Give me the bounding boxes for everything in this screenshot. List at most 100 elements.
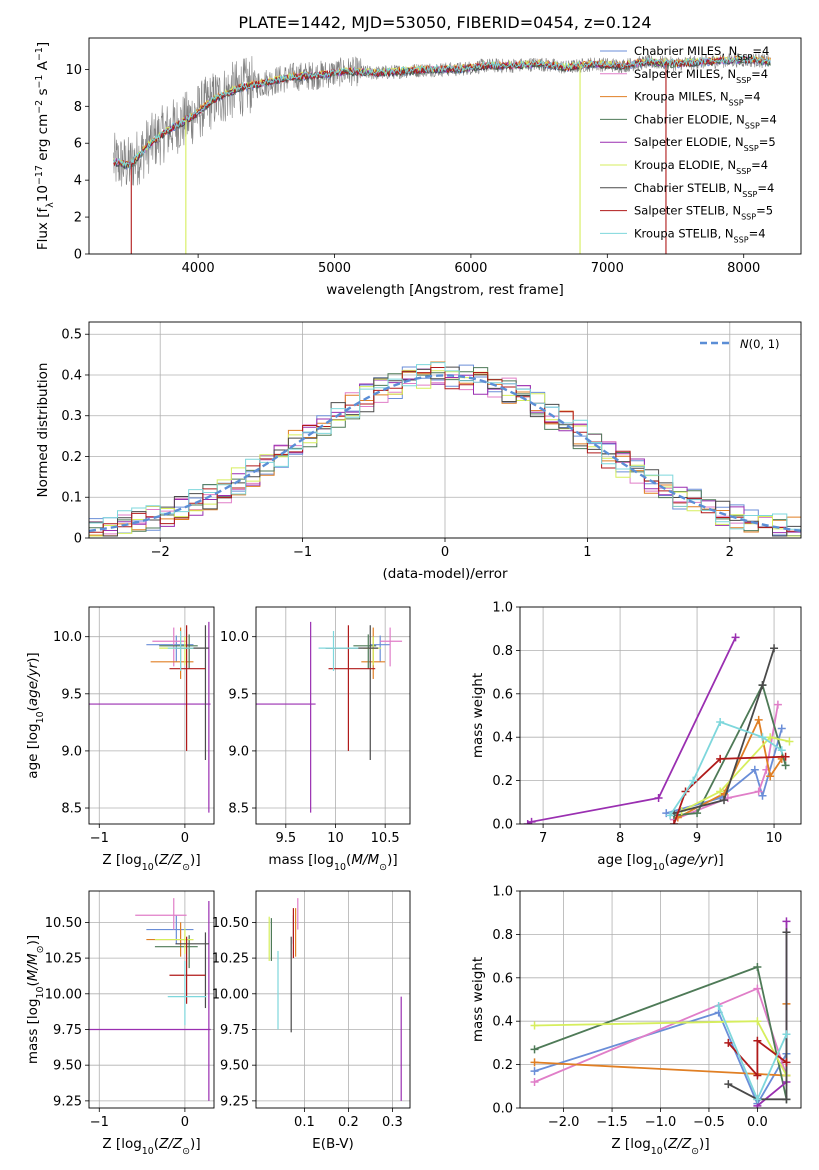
chart-mass-vs-reddening: 0.1 0.2 0.3 9.25 9.50 9.75 10.00 10.25 10.50 E(B-… — [212, 890, 411, 1152]
chart-mass-vs-metallicity: −1 0 9.25 9.50 9.75 10.00 10.25 10.50 Z [log10(Z… — [25, 890, 215, 1157]
series-marker — [781, 761, 790, 770]
histogram-salpeter-stelib — [89, 367, 801, 533]
y-axis-label: age [log10(age/yr)] — [25, 652, 46, 778]
y-tick-label: 9.5 — [228, 687, 249, 702]
series-salpeter-stelib — [669, 752, 790, 824]
series-salpeter-stelib — [724, 1036, 791, 1080]
x-axis-label: wavelength [Angstrom, rest frame] — [326, 282, 564, 298]
series-line — [681, 736, 790, 812]
y-tick-label: 8.5 — [228, 802, 249, 817]
legend-entry: Salpeter STELIB, NSSP=5 — [634, 204, 773, 222]
series-marker — [766, 772, 775, 781]
errorbar-salpeter-miles — [152, 627, 187, 667]
y-tick-label: 9.0 — [228, 744, 249, 759]
gaussian-curve — [89, 374, 801, 533]
axes-frame — [88, 321, 802, 539]
errorbar-salpeter-elodie — [256, 621, 316, 813]
y-tick-label: 0 — [74, 532, 82, 547]
series-marker — [693, 809, 702, 818]
x-tick-label: 6000 — [454, 261, 487, 276]
chart-mass-weight-vs-age: 7 8 9 10 0.0 0.2 0.4 0.6 0.8 1.0 age [log10(age/yr… — [470, 601, 802, 873]
x-tick-label: 4000 — [182, 261, 215, 276]
series-marker — [754, 787, 763, 796]
y-tick-label: 0.4 — [492, 1015, 513, 1030]
legend-entry: Kroupa STELIB, NSSP=4 — [634, 226, 766, 244]
x-tick-label: 5000 — [318, 261, 351, 276]
series-marker — [724, 1080, 733, 1089]
axes-frame — [88, 37, 802, 255]
series-marker — [669, 820, 678, 824]
x-tick-label: −1.0 — [645, 1115, 677, 1130]
x-tick-label: 8000 — [727, 261, 760, 276]
errorbar-chabrier-elodie — [154, 935, 198, 969]
y-tick-label: 10.50 — [212, 916, 249, 931]
legend-entry: Chabrier MILES, NSSP=4 — [634, 44, 769, 62]
x-tick-label: −1.5 — [596, 1115, 628, 1130]
y-tick-label: 10.0 — [53, 630, 82, 645]
x-axis-label: Z [log10(Z/Z⊙)] — [102, 852, 200, 873]
axes-frame — [88, 890, 215, 1109]
plot-area — [89, 361, 801, 537]
legend-entry: Chabrier STELIB, NSSP=4 — [634, 181, 774, 199]
series-salpeter-miles — [669, 700, 782, 824]
series-kroupa-stelib — [714, 1002, 791, 1104]
errorbar-kroupa-stelib — [318, 630, 359, 671]
errorbar-salpeter-stelib — [169, 625, 206, 751]
chart-age-vs-metallicity: −1 0 8.5 9.0 9.5 10.0 Z [log10(Z/Z⊙)] age [log1… — [25, 606, 215, 873]
legend-entry: Salpeter MILES, NSSP=4 — [634, 67, 768, 85]
x-tick-label: 7 — [539, 831, 547, 846]
y-tick-label: 0.0 — [492, 1102, 513, 1117]
y-tick-label: 0 — [74, 248, 82, 263]
series-marker — [753, 984, 762, 993]
legend-entry: Salpeter ELODIE, NSSP=5 — [634, 135, 776, 153]
errorbar-salpeter-miles — [135, 898, 187, 930]
series-marker — [666, 811, 675, 820]
x-tick-label: 10.5 — [371, 831, 400, 846]
series-salpeter-elodie — [753, 917, 791, 1108]
y-tick-label: 0.2 — [492, 1058, 513, 1073]
series-marker — [758, 681, 767, 690]
series-marker — [716, 787, 725, 796]
errorbar-kroupa-stelib — [167, 960, 207, 1026]
series-marker — [753, 962, 762, 971]
y-tick-label: 9.75 — [53, 1023, 82, 1038]
errorbar-chabrier-stelib — [175, 932, 209, 1009]
y-axis-label: mass [log10(M/M⊙)] — [25, 935, 46, 1064]
errorbar-salpeter-elodie — [89, 900, 211, 1101]
series-marker — [777, 724, 786, 733]
y-tick-label: 10.00 — [45, 987, 82, 1002]
series-marker — [530, 1021, 539, 1030]
y-tick-label: 10 — [65, 63, 82, 78]
errorbar-salpeter-miles — [380, 627, 403, 667]
y-axis-label: Normed distribution — [35, 363, 51, 498]
legend-entry: Kroupa MILES, NSSP=4 — [634, 90, 761, 108]
y-tick-label: 0.8 — [492, 644, 513, 659]
y-tick-label: 0.6 — [492, 971, 513, 986]
x-tick-label: −2 — [151, 545, 170, 560]
series-marker — [530, 1045, 539, 1054]
errorbar-salpeter-stelib — [328, 625, 376, 751]
series-salpeter-elodie — [523, 633, 740, 824]
plot-area — [256, 621, 403, 813]
axes-frame — [255, 890, 411, 1109]
series-marker — [720, 796, 729, 805]
series-marker — [782, 1030, 791, 1039]
axes-frame — [519, 606, 802, 825]
series-marker — [530, 1058, 539, 1067]
series-marker — [758, 733, 767, 742]
series-marker — [781, 752, 790, 761]
errorbar-salpeter-elodie — [89, 621, 211, 813]
model-line-kroupa-stelib — [113, 55, 771, 170]
x-tick-label: 0.3 — [382, 1115, 403, 1130]
y-tick-label: 10.50 — [45, 916, 82, 931]
y-tick-label: 8 — [74, 100, 82, 115]
x-tick-label: −2.0 — [548, 1115, 580, 1130]
axes-frame — [255, 606, 411, 825]
chart-age-vs-mass: 9.5 10 10.5 8.5 9.0 9.5 10.0 mass [log10(M/M⊙)] — [220, 606, 411, 873]
x-tick-label: −1 — [90, 1115, 109, 1130]
series-marker — [654, 793, 663, 802]
y-tick-label: 9.75 — [220, 1023, 249, 1038]
y-tick-label: 9.50 — [220, 1059, 249, 1074]
y-tick-label: 10.25 — [45, 952, 82, 967]
y-tick-label: 10.00 — [212, 987, 249, 1002]
